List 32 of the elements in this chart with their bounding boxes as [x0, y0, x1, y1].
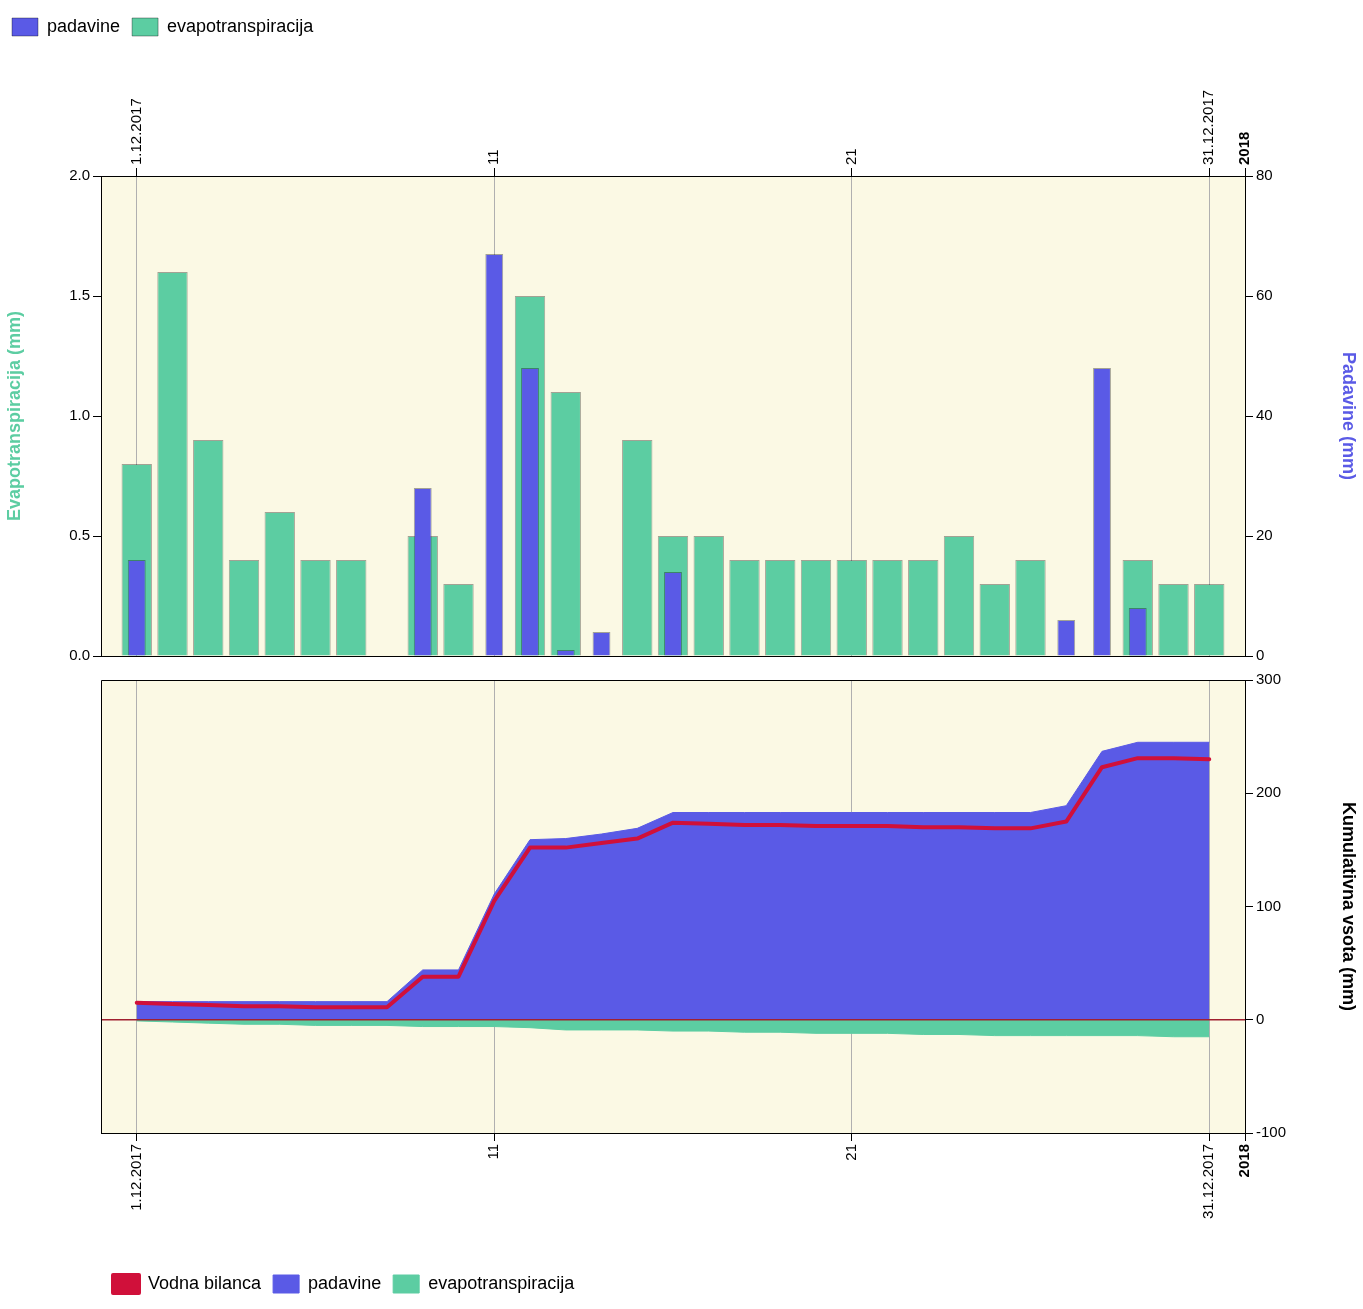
y-tick-label: 0 — [1256, 1009, 1265, 1027]
y-tick-label: 300 — [1256, 670, 1282, 688]
x-tick-label: 11 — [484, 149, 502, 165]
x-tick-label: 21 — [841, 1144, 859, 1161]
x-tick-label: 11 — [484, 1144, 502, 1160]
x-tick-label: 2018 — [1235, 131, 1253, 165]
y2-tick-label: 20 — [1256, 526, 1273, 544]
legend-label: padavine — [47, 15, 121, 36]
legend-label: Vodna bilanca — [148, 1272, 263, 1293]
y2-tick-label: 60 — [1256, 286, 1273, 304]
y-axis-title: Kumulativna vsota (mm) — [1339, 801, 1360, 1012]
y-tick-label: 1.5 — [69, 286, 90, 304]
legend-label: padavine — [308, 1272, 382, 1293]
y-tick-label: 200 — [1256, 783, 1282, 801]
x-tick-label: 1.12.2017 — [126, 1144, 144, 1211]
y-tick-label: -100 — [1256, 1123, 1287, 1141]
x-tick-label: 1.12.2017 — [126, 98, 144, 165]
x-tick-label: 31.12.2017 — [1199, 89, 1217, 165]
y-tick-label: 0.0 — [69, 646, 90, 664]
y-tick-label: 0.5 — [69, 526, 90, 544]
legend-label: evapotranspiracija — [428, 1272, 576, 1293]
y2-axis-title: Padavine (mm) — [1339, 351, 1360, 481]
y2-tick-label: 40 — [1256, 406, 1273, 424]
y2-tick-label: 80 — [1256, 166, 1273, 184]
legend-label: evapotranspiracija — [167, 15, 315, 36]
x-tick-label: 2018 — [1235, 1144, 1253, 1178]
x-tick-label: 21 — [841, 148, 859, 165]
y-tick-label: 100 — [1256, 896, 1282, 914]
y-axis-title: Evapotranspiracija (mm) — [3, 310, 24, 522]
x-tick-label: 31.12.2017 — [1199, 1144, 1217, 1220]
y-tick-label: 1.0 — [69, 406, 90, 424]
y-tick-label: 2.0 — [69, 166, 90, 184]
